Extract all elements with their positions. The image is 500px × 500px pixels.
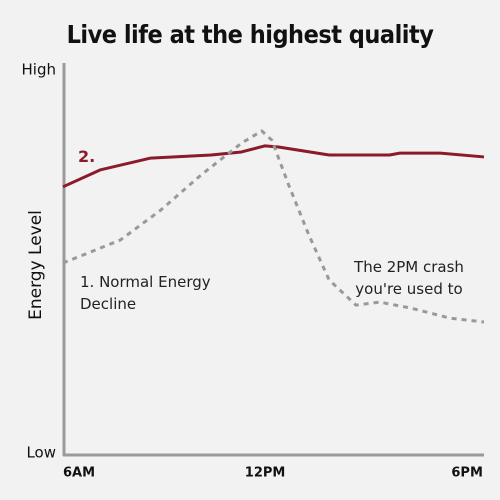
- y-tick-label: High: [22, 61, 56, 79]
- y-tick-label: Low: [26, 444, 56, 462]
- x-tick-label: 12PM: [245, 466, 286, 481]
- series-label: 1. Normal Energy Decline: [80, 273, 211, 313]
- x-tick-label: 6AM: [63, 466, 95, 481]
- chart-title: Live life at the highest quality: [67, 20, 435, 49]
- line: [62, 144, 485, 189]
- annotation: The 2PM crash you're used to: [354, 258, 464, 298]
- y-axis-title: Energy Level: [26, 210, 46, 320]
- series-label: 2.: [78, 147, 96, 166]
- line: [62, 129, 485, 324]
- x-tick-label: 6PM: [451, 466, 483, 481]
